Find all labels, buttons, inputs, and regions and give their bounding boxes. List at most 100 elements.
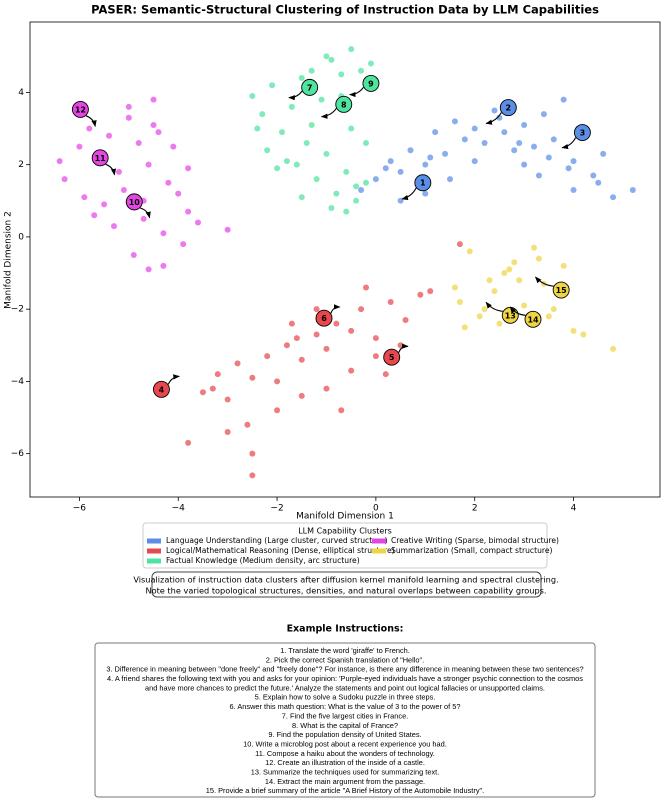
point bbox=[358, 306, 365, 313]
point bbox=[279, 129, 285, 136]
point bbox=[298, 356, 305, 363]
point bbox=[491, 107, 498, 114]
point bbox=[160, 230, 167, 237]
point bbox=[570, 158, 577, 165]
point bbox=[397, 168, 404, 175]
annotation-badge bbox=[125, 193, 143, 211]
point bbox=[254, 125, 261, 132]
point bbox=[323, 385, 330, 392]
point bbox=[333, 320, 340, 327]
point bbox=[328, 205, 335, 212]
point bbox=[264, 147, 271, 154]
annotation-label: 4 bbox=[159, 385, 165, 394]
instruction-line: 4. A friend shares the following text wi… bbox=[107, 674, 583, 683]
annotation-arrow bbox=[167, 374, 180, 385]
annotation-arrow bbox=[398, 343, 409, 353]
instruction-line: 8. What is the capital of France? bbox=[292, 721, 398, 730]
point bbox=[155, 129, 162, 136]
point bbox=[81, 194, 88, 201]
point bbox=[328, 56, 335, 63]
point bbox=[540, 111, 547, 118]
annotation-arrow bbox=[139, 207, 151, 219]
x-axis-label: Manifold Dimension 1 bbox=[296, 512, 394, 522]
annotation-badge bbox=[301, 78, 319, 96]
legend-label: Summarization (Small, compact structure) bbox=[391, 546, 553, 555]
legend-swatch bbox=[372, 538, 386, 544]
point bbox=[372, 176, 379, 183]
point bbox=[106, 132, 113, 139]
point bbox=[170, 143, 177, 150]
point bbox=[209, 385, 216, 392]
x-tick-label: −2 bbox=[270, 504, 283, 514]
point bbox=[264, 353, 271, 360]
point bbox=[521, 121, 528, 128]
point bbox=[293, 161, 300, 168]
legend-title: LLM Capability Clusters bbox=[298, 527, 392, 536]
annotation-arrow bbox=[401, 187, 417, 201]
x-tick-label: 2 bbox=[472, 504, 478, 514]
point bbox=[269, 82, 276, 89]
point bbox=[496, 320, 503, 327]
point bbox=[308, 67, 315, 74]
instruction-line: 7. Find the five largest cities in Franc… bbox=[282, 711, 409, 720]
x-tick-label: −4 bbox=[172, 504, 186, 514]
point bbox=[610, 194, 617, 201]
point bbox=[135, 140, 142, 147]
point bbox=[348, 125, 355, 132]
point bbox=[214, 371, 221, 378]
y-tick-label: 2 bbox=[18, 160, 24, 170]
x-tick-label: 0 bbox=[373, 504, 379, 514]
point bbox=[348, 46, 355, 53]
point bbox=[274, 378, 281, 385]
point bbox=[442, 150, 449, 157]
point bbox=[471, 125, 478, 132]
point bbox=[274, 407, 281, 414]
annotation-arrow bbox=[485, 112, 502, 125]
annotation-badge bbox=[499, 99, 517, 117]
point bbox=[506, 266, 513, 273]
annotation-arrow bbox=[509, 306, 526, 316]
instruction-line: 12. Create an illustration of the inside… bbox=[265, 758, 425, 767]
point bbox=[372, 335, 379, 342]
annotation-badge bbox=[71, 100, 89, 118]
annotation-arrow bbox=[320, 108, 337, 119]
point bbox=[323, 150, 330, 157]
point bbox=[417, 291, 424, 298]
legend-swatch bbox=[147, 558, 161, 564]
annotation-label: 15 bbox=[556, 286, 568, 295]
instruction-line: 6. Answer this math question: What is th… bbox=[230, 702, 461, 711]
point bbox=[363, 179, 369, 186]
point bbox=[501, 129, 508, 136]
point bbox=[560, 262, 567, 269]
point bbox=[120, 186, 127, 193]
point bbox=[101, 201, 108, 208]
point bbox=[516, 140, 523, 147]
instruction-line: 13. Summarize the techniques used for su… bbox=[251, 768, 440, 777]
annotation-label: 1 bbox=[420, 179, 426, 188]
annotation-label: 14 bbox=[527, 315, 539, 324]
point bbox=[125, 114, 132, 121]
annotation-label: 13 bbox=[505, 311, 516, 320]
point bbox=[283, 158, 290, 165]
instruction-line: 9. Find the population density of United… bbox=[268, 730, 421, 739]
point bbox=[363, 140, 369, 147]
caption-line: Visualization of instruction data cluste… bbox=[133, 575, 558, 585]
point bbox=[481, 140, 488, 147]
point bbox=[595, 179, 602, 186]
point bbox=[353, 197, 360, 204]
point bbox=[387, 158, 394, 165]
annotation-arrow bbox=[485, 301, 503, 312]
point bbox=[165, 179, 172, 186]
annotation-label: 8 bbox=[341, 100, 347, 109]
point bbox=[387, 298, 394, 305]
point bbox=[367, 60, 374, 67]
chart-title: PASER: Semantic-Structural Clustering of… bbox=[91, 3, 599, 17]
annotation-arrow bbox=[85, 115, 97, 128]
plot-frame bbox=[29, 21, 661, 498]
legend-label: Creative Writing (Sparse, bimodal struct… bbox=[391, 536, 559, 545]
point bbox=[629, 186, 636, 193]
instruction-line: and have more chances to predict the fut… bbox=[145, 683, 545, 692]
point bbox=[274, 165, 281, 172]
point bbox=[471, 158, 478, 165]
